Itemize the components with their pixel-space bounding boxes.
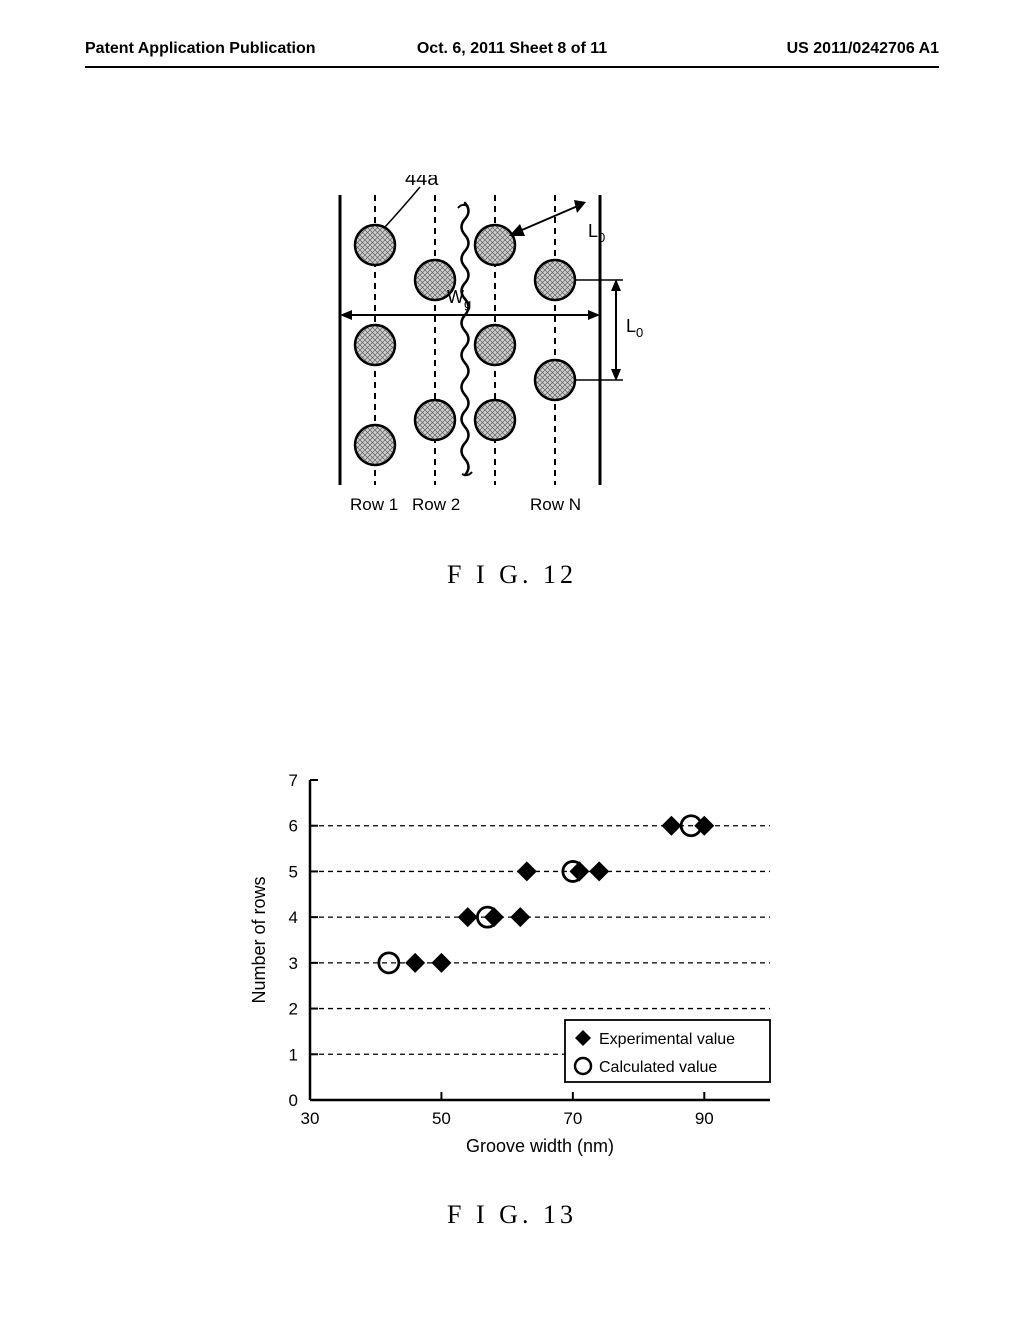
header-date-sheet: Oct. 6, 2011 Sheet 8 of 11 [370, 40, 655, 58]
header-pub: Patent Application Publication [85, 40, 370, 58]
svg-text:Experimental value: Experimental value [599, 1031, 735, 1048]
svg-text:50: 50 [432, 1109, 451, 1128]
label-l0-diag-sub: 0 [598, 230, 605, 245]
label-l0-vert: L [626, 316, 636, 336]
fig12-svg: 44a W g L 0 L 0 Row 1 Row 2 Row N [320, 175, 690, 575]
fig12-caption: F I G. 12 [0, 560, 1024, 590]
header-divider [85, 66, 939, 68]
svg-text:7: 7 [289, 771, 298, 790]
label-row1: Row 1 [350, 495, 398, 514]
svg-text:Number of rows: Number of rows [249, 876, 269, 1003]
svg-text:30: 30 [301, 1109, 320, 1128]
svg-text:70: 70 [563, 1109, 582, 1128]
svg-text:6: 6 [289, 817, 298, 836]
figure-13: 30 50 70 90 0 1 2 3 4 5 6 7 Groove width (nm) Number … [240, 760, 800, 1180]
svg-text:Calculated value: Calculated value [599, 1059, 717, 1076]
svg-text:1: 1 [289, 1045, 298, 1064]
svg-text:90: 90 [695, 1109, 714, 1128]
fig13-caption: F I G. 13 [0, 1200, 1024, 1230]
label-wg: W [447, 287, 464, 307]
label-row2: Row 2 [412, 495, 460, 514]
label-44a: 44a [405, 175, 439, 190]
svg-text:0: 0 [289, 1091, 298, 1110]
fig13-svg: 30 50 70 90 0 1 2 3 4 5 6 7 Groove width (nm) Number … [240, 760, 800, 1180]
svg-text:4: 4 [289, 908, 298, 927]
svg-text:2: 2 [289, 1000, 298, 1019]
label-rowN: Row N [530, 495, 581, 514]
page-header: Patent Application Publication Oct. 6, 2… [0, 0, 1024, 58]
svg-text:Groove width (nm): Groove width (nm) [466, 1136, 614, 1156]
svg-text:3: 3 [289, 954, 298, 973]
svg-text:5: 5 [289, 862, 298, 881]
label-l0-vert-sub: 0 [636, 325, 643, 340]
label-wg-sub: g [464, 296, 471, 311]
figure-12: 44a W g L 0 L 0 Row 1 Row 2 Row N [320, 175, 690, 575]
label-l0-diag: L [588, 221, 598, 241]
header-patent-number: US 2011/0242706 A1 [654, 40, 939, 58]
